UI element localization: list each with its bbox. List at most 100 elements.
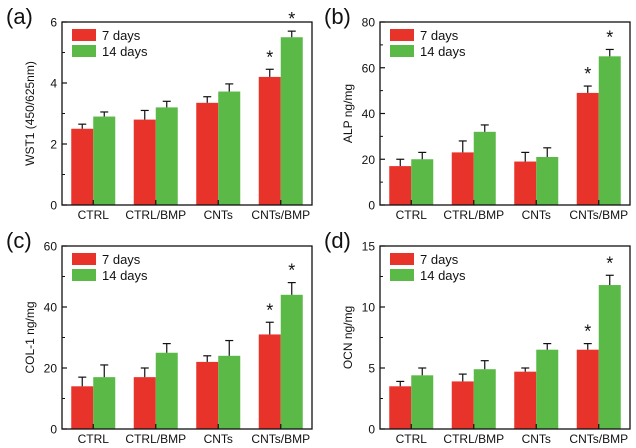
bar-14d bbox=[93, 377, 116, 429]
chart-c-svg: * * 0 20 40 60 CTRL CTRL/BMP CNTs CNTs/BMP COL-1 n… bbox=[6, 228, 313, 446]
x-tick-label: CNTs/BMP bbox=[569, 432, 628, 446]
chart-b-svg: * * 0 20 40 60 80 CTRL CTRL/BMP CNTs CNTs/BMP ALP n… bbox=[324, 4, 631, 222]
significance-star: * bbox=[584, 322, 591, 342]
significance-star: * bbox=[606, 253, 613, 273]
y-tick-label: 15 bbox=[362, 240, 376, 254]
legend-swatch-14d bbox=[72, 269, 96, 281]
bar-7d bbox=[258, 76, 281, 206]
significance-star: * bbox=[288, 9, 295, 29]
legend-swatch-7d bbox=[72, 253, 96, 265]
y-tick-label: 10 bbox=[362, 301, 376, 315]
bar-14d bbox=[93, 116, 116, 205]
y-axis-title: ALP ng/mg bbox=[341, 84, 355, 143]
x-tick-label: CTRL bbox=[396, 432, 428, 446]
y-tick-label: 20 bbox=[44, 362, 58, 376]
y-tick-label: 40 bbox=[362, 107, 376, 121]
bar-14d bbox=[218, 91, 241, 205]
panel-label: (a) bbox=[6, 4, 33, 29]
panel-label: (b) bbox=[324, 4, 351, 29]
bar-7d bbox=[389, 166, 412, 205]
x-tick-label: CNTs bbox=[204, 208, 233, 222]
x-tick-label: CTRL/BMP bbox=[443, 208, 504, 222]
bar-14d bbox=[598, 56, 621, 205]
x-tick-label: CTRL/BMP bbox=[443, 432, 504, 446]
y-tick-label: 2 bbox=[50, 138, 57, 152]
legend-label: 7 days bbox=[102, 252, 141, 267]
bar-7d bbox=[514, 371, 537, 429]
bar-14d bbox=[473, 369, 496, 429]
legend-label: 14 days bbox=[420, 268, 466, 283]
y-axis-title: WST1 (450/625nm) bbox=[23, 61, 37, 166]
legend-swatch-14d bbox=[390, 45, 414, 57]
legend-label: 14 days bbox=[420, 44, 466, 59]
panel-label: (c) bbox=[6, 228, 32, 253]
y-tick-label: 40 bbox=[44, 301, 58, 315]
bar-7d bbox=[451, 381, 474, 429]
x-tick-label: CTRL bbox=[78, 208, 110, 222]
legend-swatch-14d bbox=[72, 45, 96, 57]
y-tick-label: 60 bbox=[362, 61, 376, 75]
x-tick-label: CTRL bbox=[396, 208, 428, 222]
legend-label: 7 days bbox=[420, 252, 459, 267]
bar-14d bbox=[155, 107, 178, 205]
chart-d-svg: * * 0 5 10 15 CTRL CTRL/BMP CNTs CNTs/BMP OCN ng/m… bbox=[324, 228, 631, 446]
bar-14d bbox=[280, 37, 303, 205]
y-axis-title: COL-1 ng/mg bbox=[23, 301, 37, 373]
bar-7d bbox=[133, 377, 156, 429]
chart-panel-c: * * 0 20 40 60 CTRL CTRL/BMP CNTs CNTs/BMP COL-1 n… bbox=[0, 224, 318, 448]
bar-14d bbox=[411, 375, 434, 429]
bar-7d bbox=[196, 102, 219, 205]
bar-7d bbox=[196, 361, 219, 429]
significance-star: * bbox=[606, 27, 613, 47]
x-tick-label: CTRL/BMP bbox=[125, 208, 186, 222]
bar-14d bbox=[411, 159, 434, 205]
x-tick-label: CNTs/BMP bbox=[251, 432, 310, 446]
x-tick-label: CNTs bbox=[522, 208, 551, 222]
bar-7d bbox=[71, 128, 94, 205]
bar-14d bbox=[598, 285, 621, 429]
y-axis-title: OCN ng/mg bbox=[341, 306, 355, 369]
y-tick-label: 4 bbox=[50, 77, 57, 91]
y-tick-label: 80 bbox=[362, 16, 376, 30]
y-tick-label: 20 bbox=[362, 153, 376, 167]
y-tick-label: 0 bbox=[368, 423, 375, 437]
chart-panel-a: * * 0 2 4 6 CTRL CTRL/BMP CNTs CNTs/BMP WST1 (450/… bbox=[0, 0, 318, 224]
significance-star: * bbox=[584, 64, 591, 84]
bar-14d bbox=[218, 355, 241, 429]
significance-star: * bbox=[266, 300, 273, 320]
bar-14d bbox=[280, 294, 303, 429]
y-tick-label: 5 bbox=[368, 362, 375, 376]
bar-7d bbox=[71, 386, 94, 429]
legend-swatch-7d bbox=[390, 253, 414, 265]
bar-14d bbox=[155, 352, 178, 429]
y-tick-label: 60 bbox=[44, 240, 58, 254]
y-tick-label: 0 bbox=[368, 199, 375, 213]
legend-swatch-14d bbox=[390, 269, 414, 281]
bar-7d bbox=[389, 386, 412, 429]
bar-7d bbox=[576, 349, 599, 429]
bar-7d bbox=[133, 119, 156, 205]
legend-label: 14 days bbox=[102, 44, 148, 59]
legend-label: 14 days bbox=[102, 268, 148, 283]
bar-7d bbox=[451, 152, 474, 205]
bar-14d bbox=[536, 349, 559, 429]
x-tick-label: CNTs/BMP bbox=[251, 208, 310, 222]
significance-star: * bbox=[266, 47, 273, 67]
bar-14d bbox=[536, 156, 559, 205]
x-tick-label: CNTs bbox=[522, 432, 551, 446]
x-tick-label: CTRL/BMP bbox=[125, 432, 186, 446]
chart-panel-d: * * 0 5 10 15 CTRL CTRL/BMP CNTs CNTs/BMP OCN ng/m… bbox=[318, 224, 636, 448]
legend-label: 7 days bbox=[420, 28, 459, 43]
chart-a-svg: * * 0 2 4 6 CTRL CTRL/BMP CNTs CNTs/BMP WST1 (450/… bbox=[6, 4, 313, 222]
x-tick-label: CTRL bbox=[78, 432, 110, 446]
bar-14d bbox=[473, 131, 496, 205]
panel-label: (d) bbox=[324, 228, 351, 253]
bar-7d bbox=[258, 334, 281, 429]
legend-label: 7 days bbox=[102, 28, 141, 43]
bar-7d bbox=[514, 161, 537, 205]
bar-7d bbox=[576, 92, 599, 205]
x-tick-label: CNTs/BMP bbox=[569, 208, 628, 222]
chart-panel-b: * * 0 20 40 60 80 CTRL CTRL/BMP CNTs CNTs/BMP ALP n… bbox=[318, 0, 636, 224]
y-tick-label: 0 bbox=[50, 423, 57, 437]
legend-swatch-7d bbox=[390, 29, 414, 41]
